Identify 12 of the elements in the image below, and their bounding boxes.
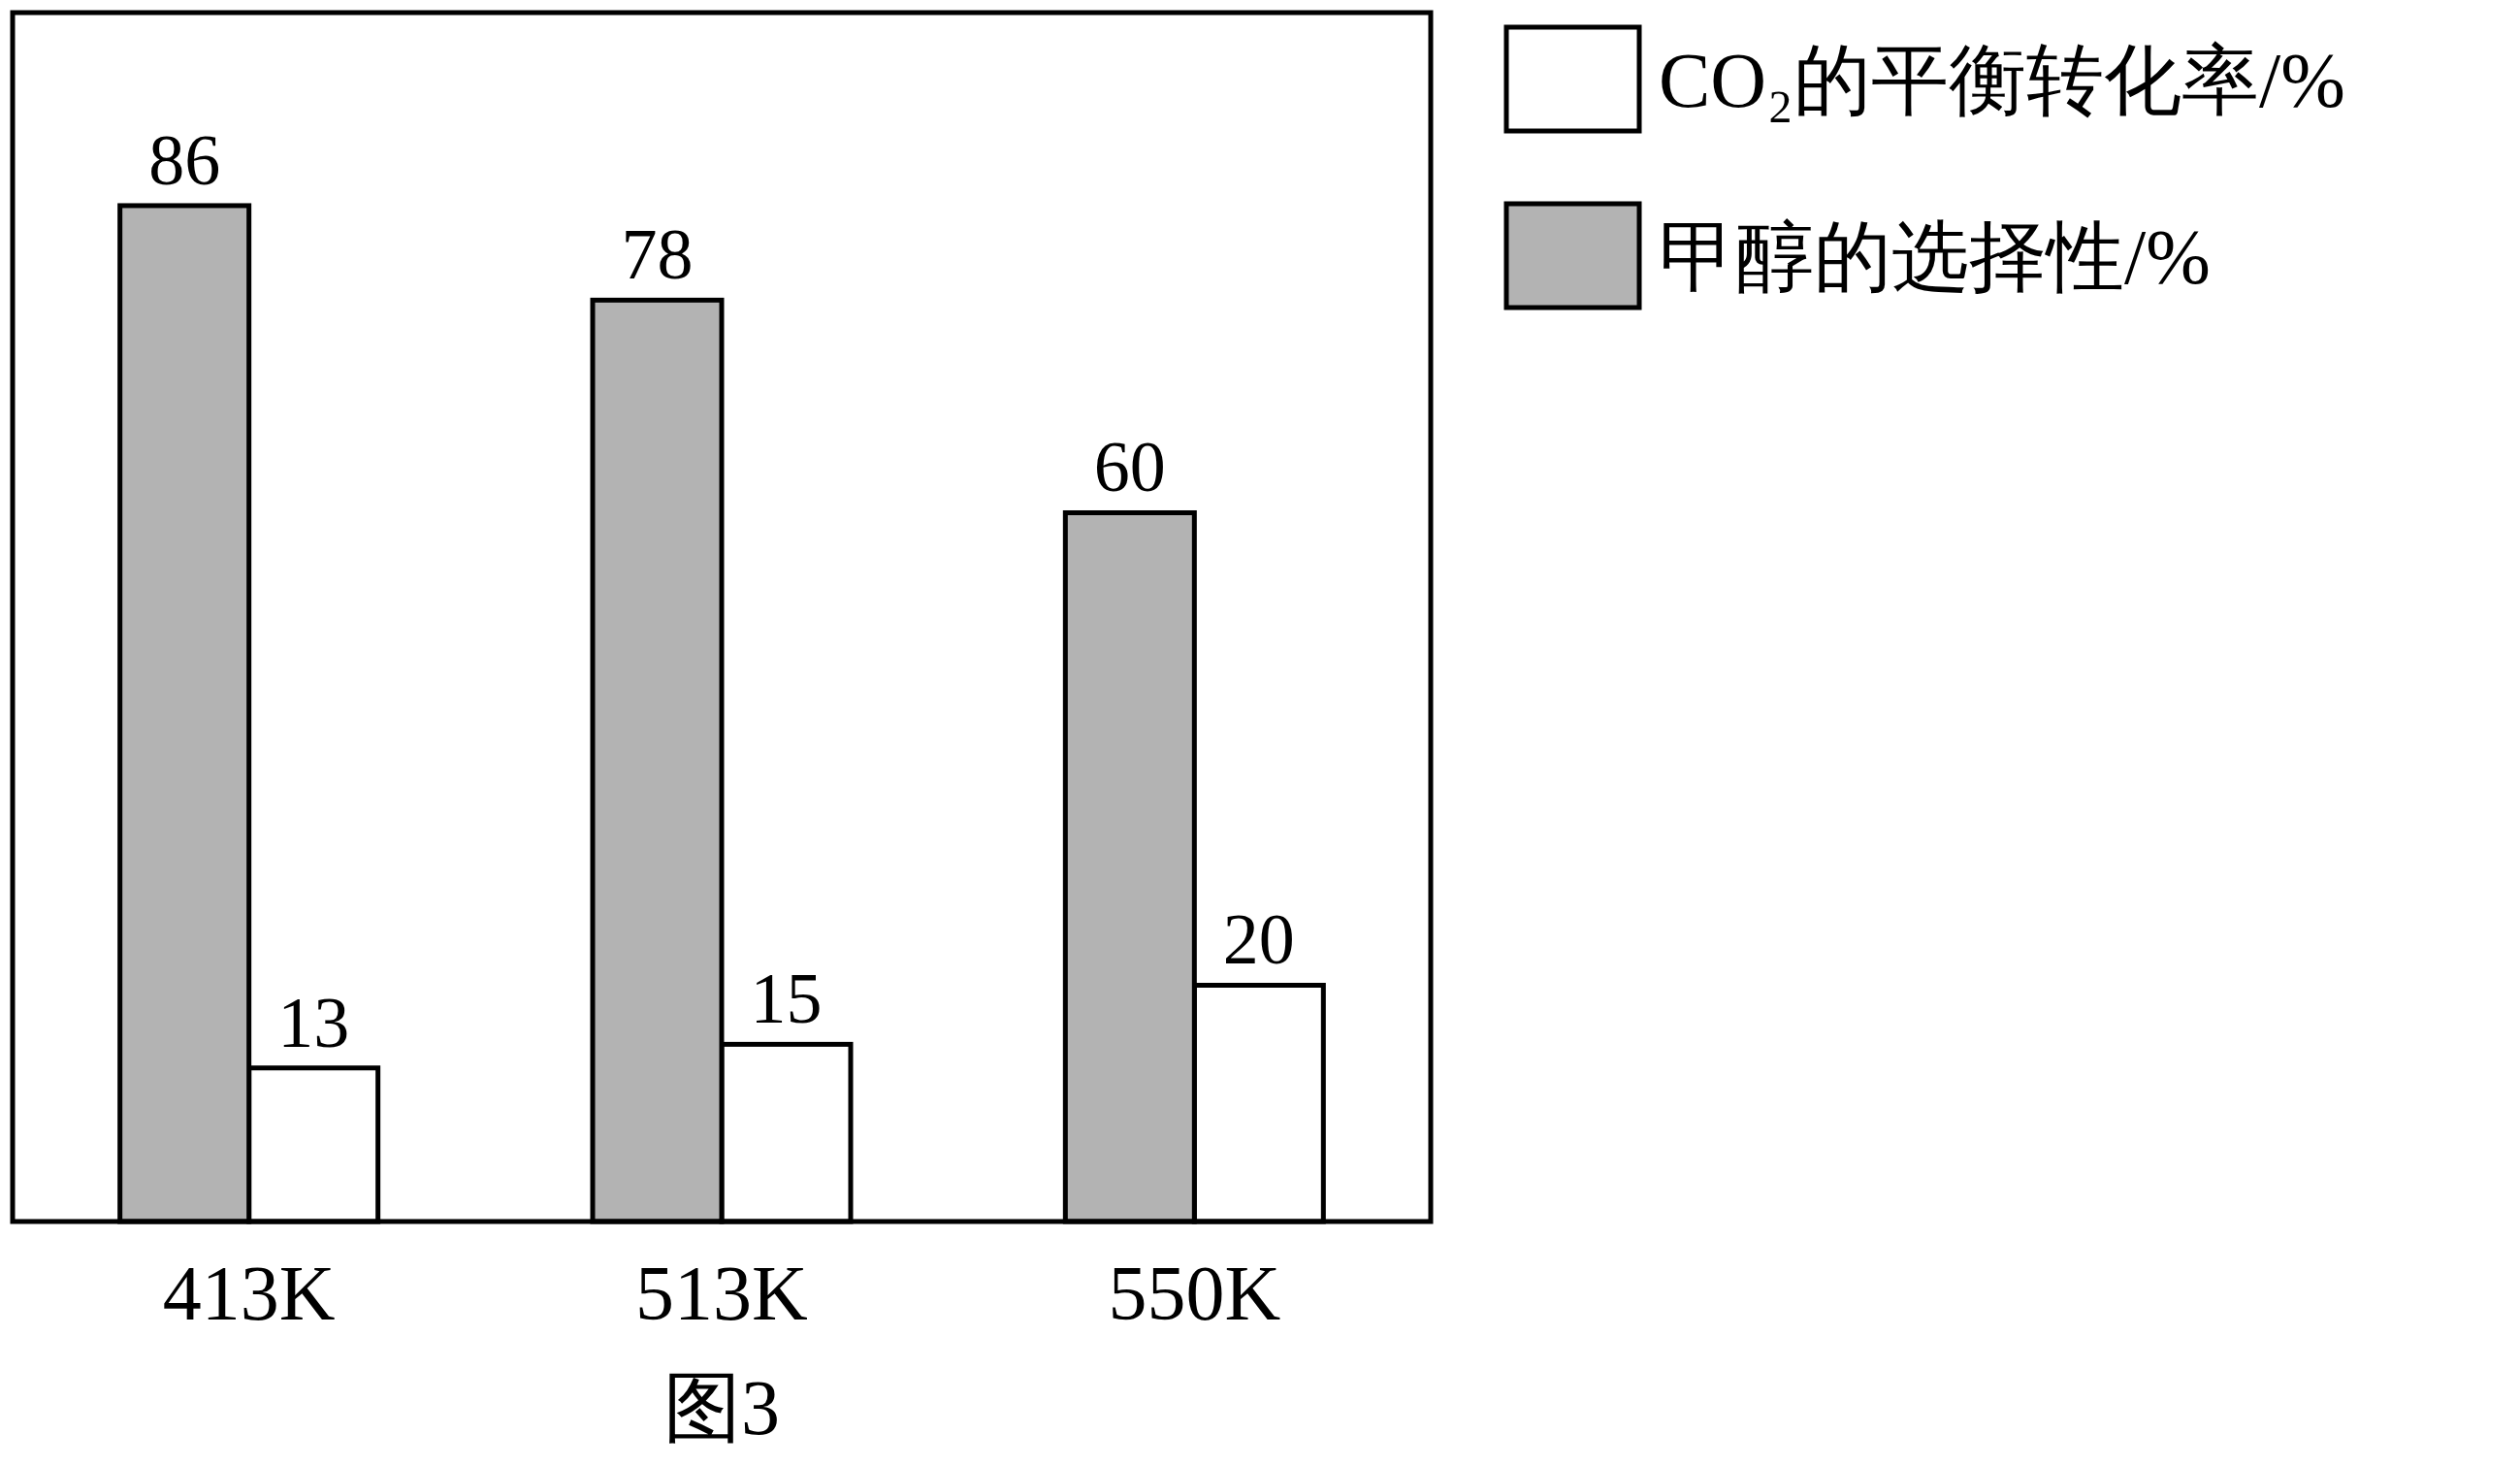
annotation: 图3 bbox=[663, 1365, 780, 1450]
data-label: 78 bbox=[621, 214, 694, 295]
legend-label: 甲醇的选择性/% bbox=[1659, 214, 2211, 300]
x-tick-label: 550K bbox=[1108, 1251, 1281, 1336]
legend-label: CO₂的平衡转化率/% bbox=[1659, 38, 2345, 123]
data-label: 20 bbox=[1222, 899, 1295, 980]
x-tick-label: 513K bbox=[635, 1251, 808, 1336]
data-label: 60 bbox=[1093, 427, 1166, 507]
x-tick-label: 413K bbox=[162, 1251, 336, 1336]
data-label: 15 bbox=[750, 959, 823, 1039]
data-label: 86 bbox=[148, 119, 221, 200]
data-label: 13 bbox=[277, 982, 350, 1062]
